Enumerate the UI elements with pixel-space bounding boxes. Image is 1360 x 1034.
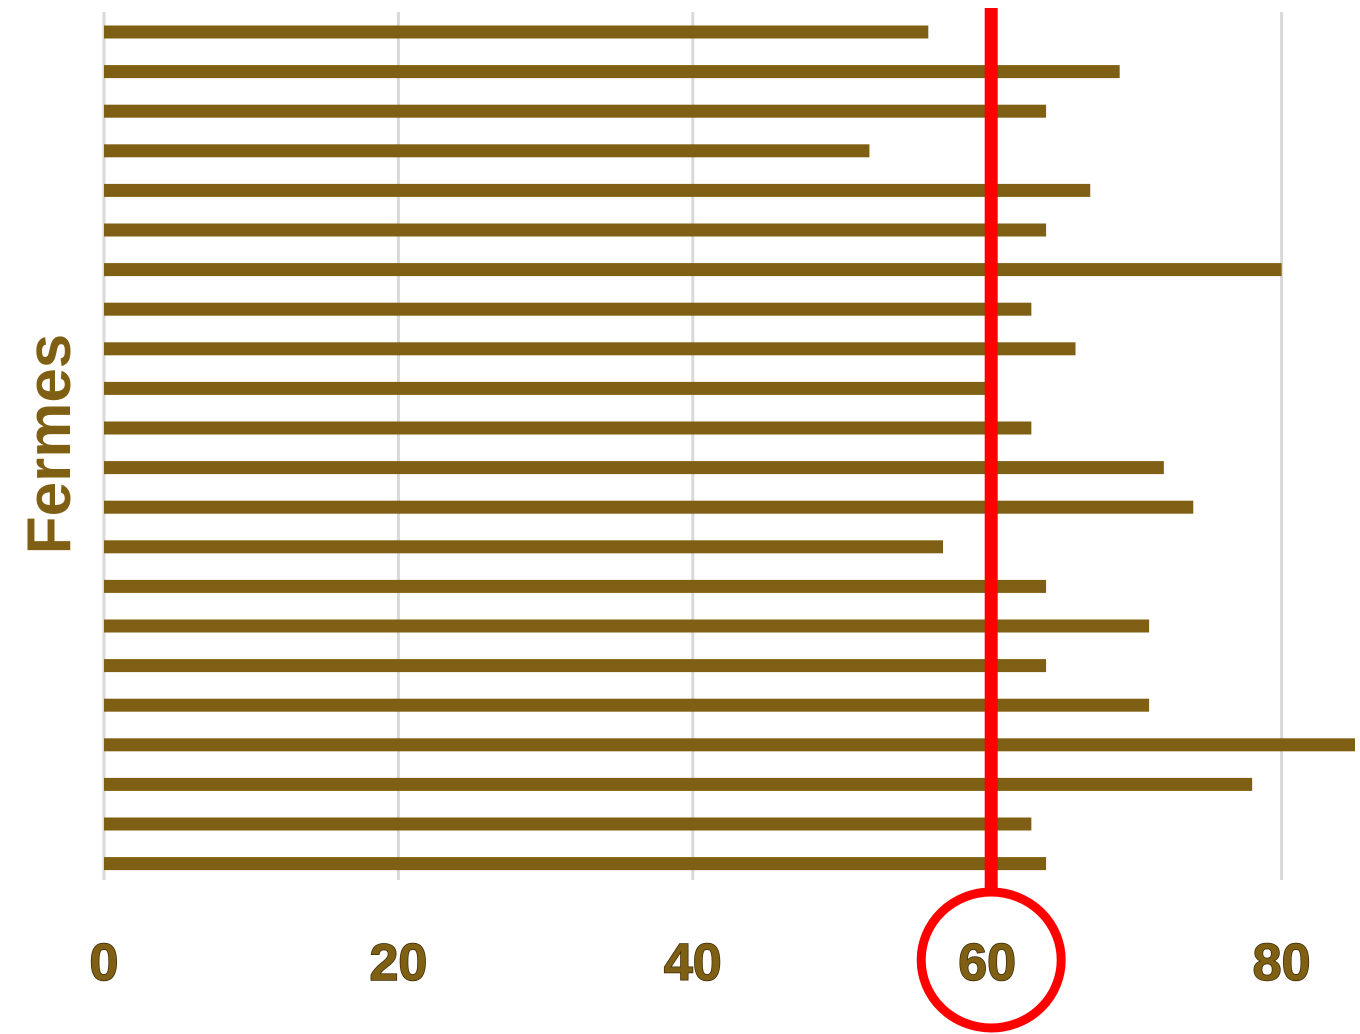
bar	[104, 817, 1032, 831]
bar	[104, 104, 1047, 118]
bar	[104, 25, 929, 39]
bar	[104, 223, 1047, 237]
bar	[104, 500, 1194, 514]
x-tick-label: 0	[90, 934, 119, 992]
bar	[104, 263, 1282, 277]
bar	[104, 619, 1150, 633]
bar	[104, 857, 1047, 871]
bars	[104, 25, 1355, 871]
bar	[104, 421, 1032, 435]
x-axis-tick-labels: 0 20 40 60 80	[89, 933, 1311, 993]
x-tick-label: 60	[958, 934, 1016, 992]
bar	[104, 183, 1091, 197]
y-axis-title: Fermes	[15, 334, 84, 555]
bar	[104, 461, 1164, 475]
bar	[104, 65, 1120, 79]
reference-circle	[916, 887, 1066, 1033]
x-tick-label: 20	[369, 934, 427, 992]
bar	[104, 659, 1047, 673]
bar	[104, 738, 1355, 752]
bar	[104, 540, 944, 554]
x-tick-label: 40	[664, 934, 722, 992]
bar	[104, 302, 1032, 316]
x-tick-label: 80	[1253, 934, 1311, 992]
reference-marker	[916, 8, 1066, 1033]
bar	[104, 777, 1253, 791]
bar	[104, 144, 870, 158]
bar	[104, 342, 1076, 356]
bar	[104, 698, 1150, 712]
bar	[104, 579, 1047, 593]
bar	[104, 381, 988, 395]
